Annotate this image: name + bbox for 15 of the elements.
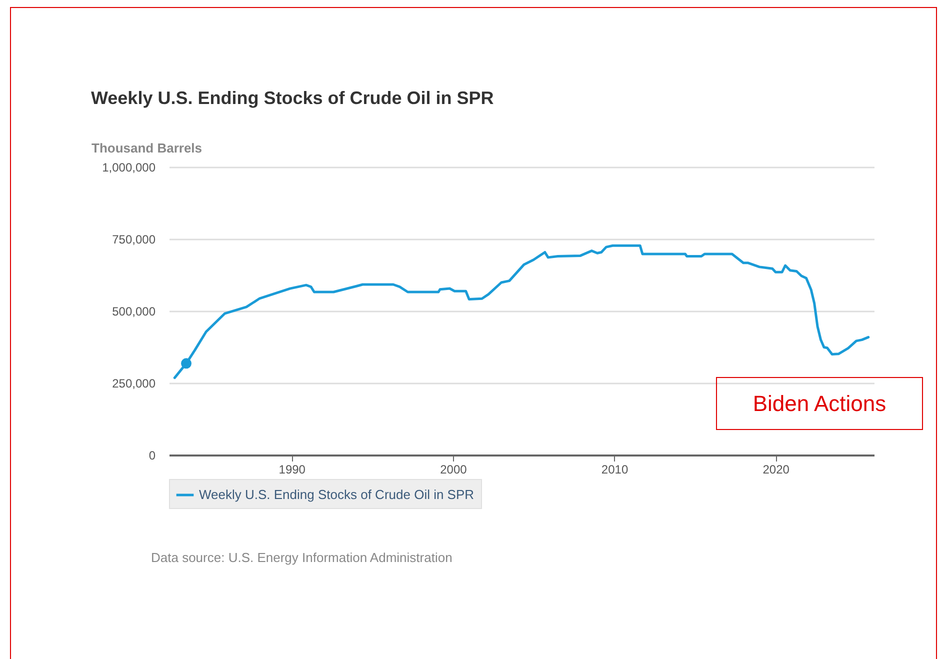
y-axis-title: Thousand Barrels [92, 140, 202, 156]
y-tick-label: 500,000 [112, 304, 156, 318]
line-series [173, 244, 870, 380]
x-tick-label: 1990 [278, 462, 306, 476]
annotation: Biden Actions [716, 377, 923, 430]
y-tick-label: 750,000 [112, 232, 156, 246]
x-tick-label: 2010 [601, 462, 628, 476]
x-tick-label: 2020 [762, 462, 790, 476]
y-tick-label: 1,000,000 [102, 160, 156, 174]
y-tick-label: 250,000 [112, 376, 156, 390]
y-tick-label: 0 [148, 448, 156, 462]
legend-label: Weekly U.S. Ending Stocks of Crude Oil in SPR [199, 487, 474, 502]
x-tick-label: 2000 [440, 462, 468, 476]
source-note: Data source: U.S. Energy Information Administration [151, 550, 452, 565]
chart-title: Weekly U.S. Ending Stocks of Crude Oil in SPR [91, 88, 494, 108]
